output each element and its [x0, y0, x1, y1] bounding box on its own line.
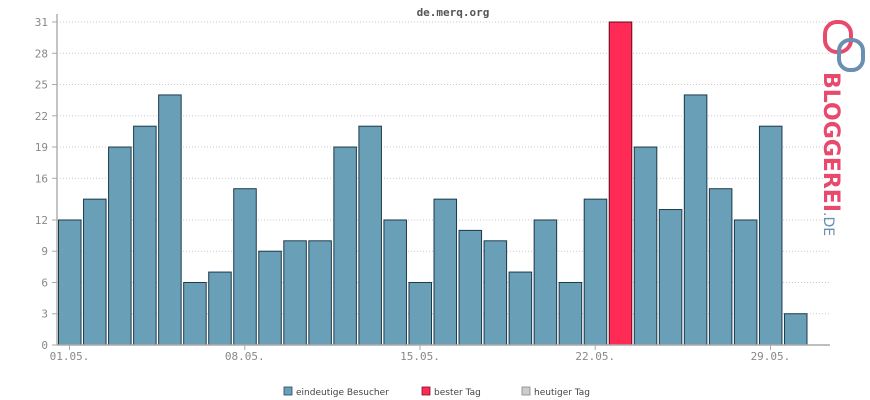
- bar: [658, 209, 683, 346]
- bar: [458, 229, 483, 346]
- y-tick-label: 19: [35, 141, 48, 154]
- y-tick-label: 12: [35, 214, 48, 227]
- chart-title: de.merq.org: [417, 6, 490, 19]
- legend-item-best-day: bester Tag: [421, 386, 481, 398]
- bar: [783, 313, 808, 346]
- bar: [108, 146, 132, 346]
- x-tick-label: 22.05.: [575, 350, 615, 363]
- legend-item-visitors: eindeutige Besucher: [283, 386, 389, 398]
- legend-label-best-day: bester Tag: [434, 388, 481, 398]
- bloggerei-logo: BLOGGEREI.DE: [818, 20, 865, 236]
- x-axis-ticks: 01.05. 08.05. 15.05. 22.05. 29.05.: [50, 345, 791, 363]
- y-tick-label: 0: [41, 339, 48, 352]
- bar: [483, 240, 508, 346]
- logo-text: BLOGGEREI.DE: [818, 72, 843, 236]
- bar: [558, 281, 583, 346]
- y-axis-ticks: 0 3 6 9 12 16 19 22 25 28 31: [35, 16, 57, 352]
- legend-swatch-best-day: [421, 386, 431, 396]
- bar: [283, 240, 307, 346]
- legend-item-today: heutiger Tag: [521, 386, 590, 398]
- y-tick-label: 16: [35, 172, 48, 185]
- logo-text-suffix: .DE: [820, 212, 836, 236]
- y-tick-label: 3: [41, 308, 48, 321]
- legend-swatch-visitors: [283, 386, 293, 396]
- y-tick-label: 6: [41, 276, 48, 289]
- bar: [58, 219, 82, 346]
- bar: [583, 198, 608, 346]
- bar: [358, 125, 382, 346]
- bar: [733, 219, 758, 346]
- bar: [208, 271, 232, 346]
- y-tick-label: 25: [35, 79, 48, 92]
- bar: [308, 240, 332, 346]
- legend-label-visitors: eindeutige Besucher: [296, 388, 389, 398]
- logo-text-main: BLOGGEREI: [818, 72, 843, 212]
- x-tick-label: 29.05.: [751, 350, 791, 363]
- bar: [333, 146, 357, 346]
- y-tick-label: 22: [35, 110, 48, 123]
- bar: [258, 250, 282, 346]
- y-tick-label: 9: [41, 245, 48, 258]
- bar-best-day: [608, 21, 633, 346]
- bar: [708, 188, 733, 346]
- y-tick-label: 28: [35, 47, 48, 60]
- bar: [633, 146, 658, 346]
- x-tick-label: 08.05.: [225, 350, 265, 363]
- bar: [133, 125, 157, 346]
- y-tick-label: 31: [35, 16, 48, 29]
- bar: [233, 188, 257, 346]
- bar: [533, 219, 558, 346]
- x-tick-label: 15.05.: [400, 350, 440, 363]
- bar: [433, 198, 458, 346]
- bar: [158, 94, 182, 346]
- bar: [83, 198, 107, 346]
- legend-swatch-today: [521, 386, 531, 396]
- x-tick-label: 01.05.: [50, 350, 90, 363]
- bars: [58, 21, 808, 346]
- legend: eindeutige Besucher bester Tag heutiger …: [283, 386, 590, 398]
- axes: [56, 14, 830, 346]
- bar: [508, 271, 533, 346]
- bar: [408, 281, 433, 346]
- bar: [183, 281, 207, 346]
- bar: [758, 125, 783, 346]
- bar: [683, 94, 708, 346]
- logo-link-icon: [823, 20, 865, 72]
- legend-label-today: heutiger Tag: [534, 388, 590, 398]
- bar: [383, 219, 407, 346]
